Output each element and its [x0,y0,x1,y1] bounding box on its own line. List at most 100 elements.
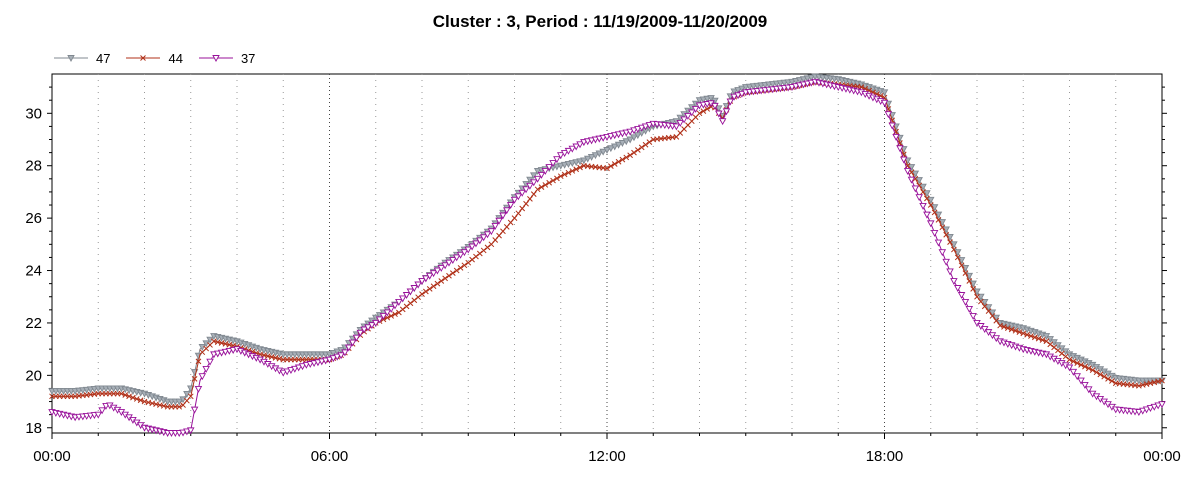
data-point [553,163,561,171]
data-point [623,154,630,161]
data-point [402,292,411,299]
data-point [1158,401,1166,409]
marker-stroke [519,205,526,212]
data-point [430,283,437,290]
data-point [437,264,446,272]
data-point [1047,341,1054,348]
marker-stroke [912,175,919,182]
marker-stroke [931,209,938,216]
data-point [730,88,738,96]
x-tick-label: 18:00 [866,448,904,465]
data-point [631,149,637,156]
data-point [425,272,434,280]
data-point [403,303,410,310]
data-point [1150,403,1159,411]
data-point [610,132,619,140]
data-point [384,314,391,321]
legend-marker-series-3 [198,55,233,62]
data-point [715,105,723,113]
data-point [519,205,526,212]
marker-stroke [920,189,926,195]
data-point [198,344,207,351]
data-point [561,171,568,178]
data-point [1154,402,1162,410]
marker-stroke [195,358,202,365]
marker-stroke [72,393,78,400]
data-point [1093,369,1100,376]
data-point [391,302,399,310]
marker-stroke [523,200,529,207]
data-point [118,390,125,397]
data-point [194,385,203,393]
data-point [1039,337,1046,343]
marker-stroke [557,173,564,180]
marker-stroke [561,171,568,178]
data-point [934,239,943,247]
marker-stroke [1024,331,1030,338]
data-point [980,299,989,306]
marker-stroke [669,134,676,141]
marker-stroke [122,392,129,398]
data-point [306,361,314,368]
data-point [195,358,202,365]
data-point [206,336,214,344]
data-point [537,171,546,179]
data-point [514,193,523,201]
data-point [603,147,611,154]
marker-stroke [1093,369,1100,376]
x-tick-label: 12:00 [588,448,626,465]
data-point [410,285,419,292]
marker-stroke [140,55,147,61]
data-point [483,231,492,239]
data-point [530,191,537,197]
data-point [1077,377,1085,385]
data-point [556,152,565,160]
data-point [564,161,573,168]
marker-stroke [411,297,418,304]
data-point [803,80,812,88]
marker-stroke [542,182,549,188]
data-point [977,293,985,301]
marker-stroke [1039,337,1046,343]
marker-stroke [527,196,533,202]
data-point [935,217,942,223]
marker-stroke [565,169,572,176]
marker-stroke [1031,334,1038,341]
data-point [926,196,935,204]
data-point [364,324,372,332]
data-point [392,311,398,318]
data-point [352,334,361,342]
data-point [329,349,338,357]
data-point [1089,367,1096,373]
data-point [923,190,931,198]
data-point [473,253,479,260]
data-point [907,164,916,171]
marker-stroke [176,403,183,410]
data-point [530,179,538,187]
data-point [1062,353,1069,360]
data-point [957,292,966,299]
data-point [534,186,541,193]
marker-stroke [484,244,491,251]
data-point [938,249,947,257]
marker-stroke [577,164,583,171]
data-point [387,306,395,313]
data-point [799,76,808,84]
marker-stroke [126,393,132,400]
data-point [348,339,357,347]
data-point [626,136,634,144]
data-point [978,298,984,305]
data-point [460,249,469,257]
data-point [383,309,392,317]
data-point [1043,338,1050,345]
data-point [546,179,553,186]
data-point [993,317,1000,324]
data-point [202,340,210,348]
marker-stroke [191,375,198,382]
data-point [726,98,735,106]
marker-stroke [1001,324,1007,330]
data-point [407,300,414,307]
data-point [672,123,681,131]
chart-title: Cluster : 3, Period : 11/19/2009-11/20/2… [432,12,768,31]
